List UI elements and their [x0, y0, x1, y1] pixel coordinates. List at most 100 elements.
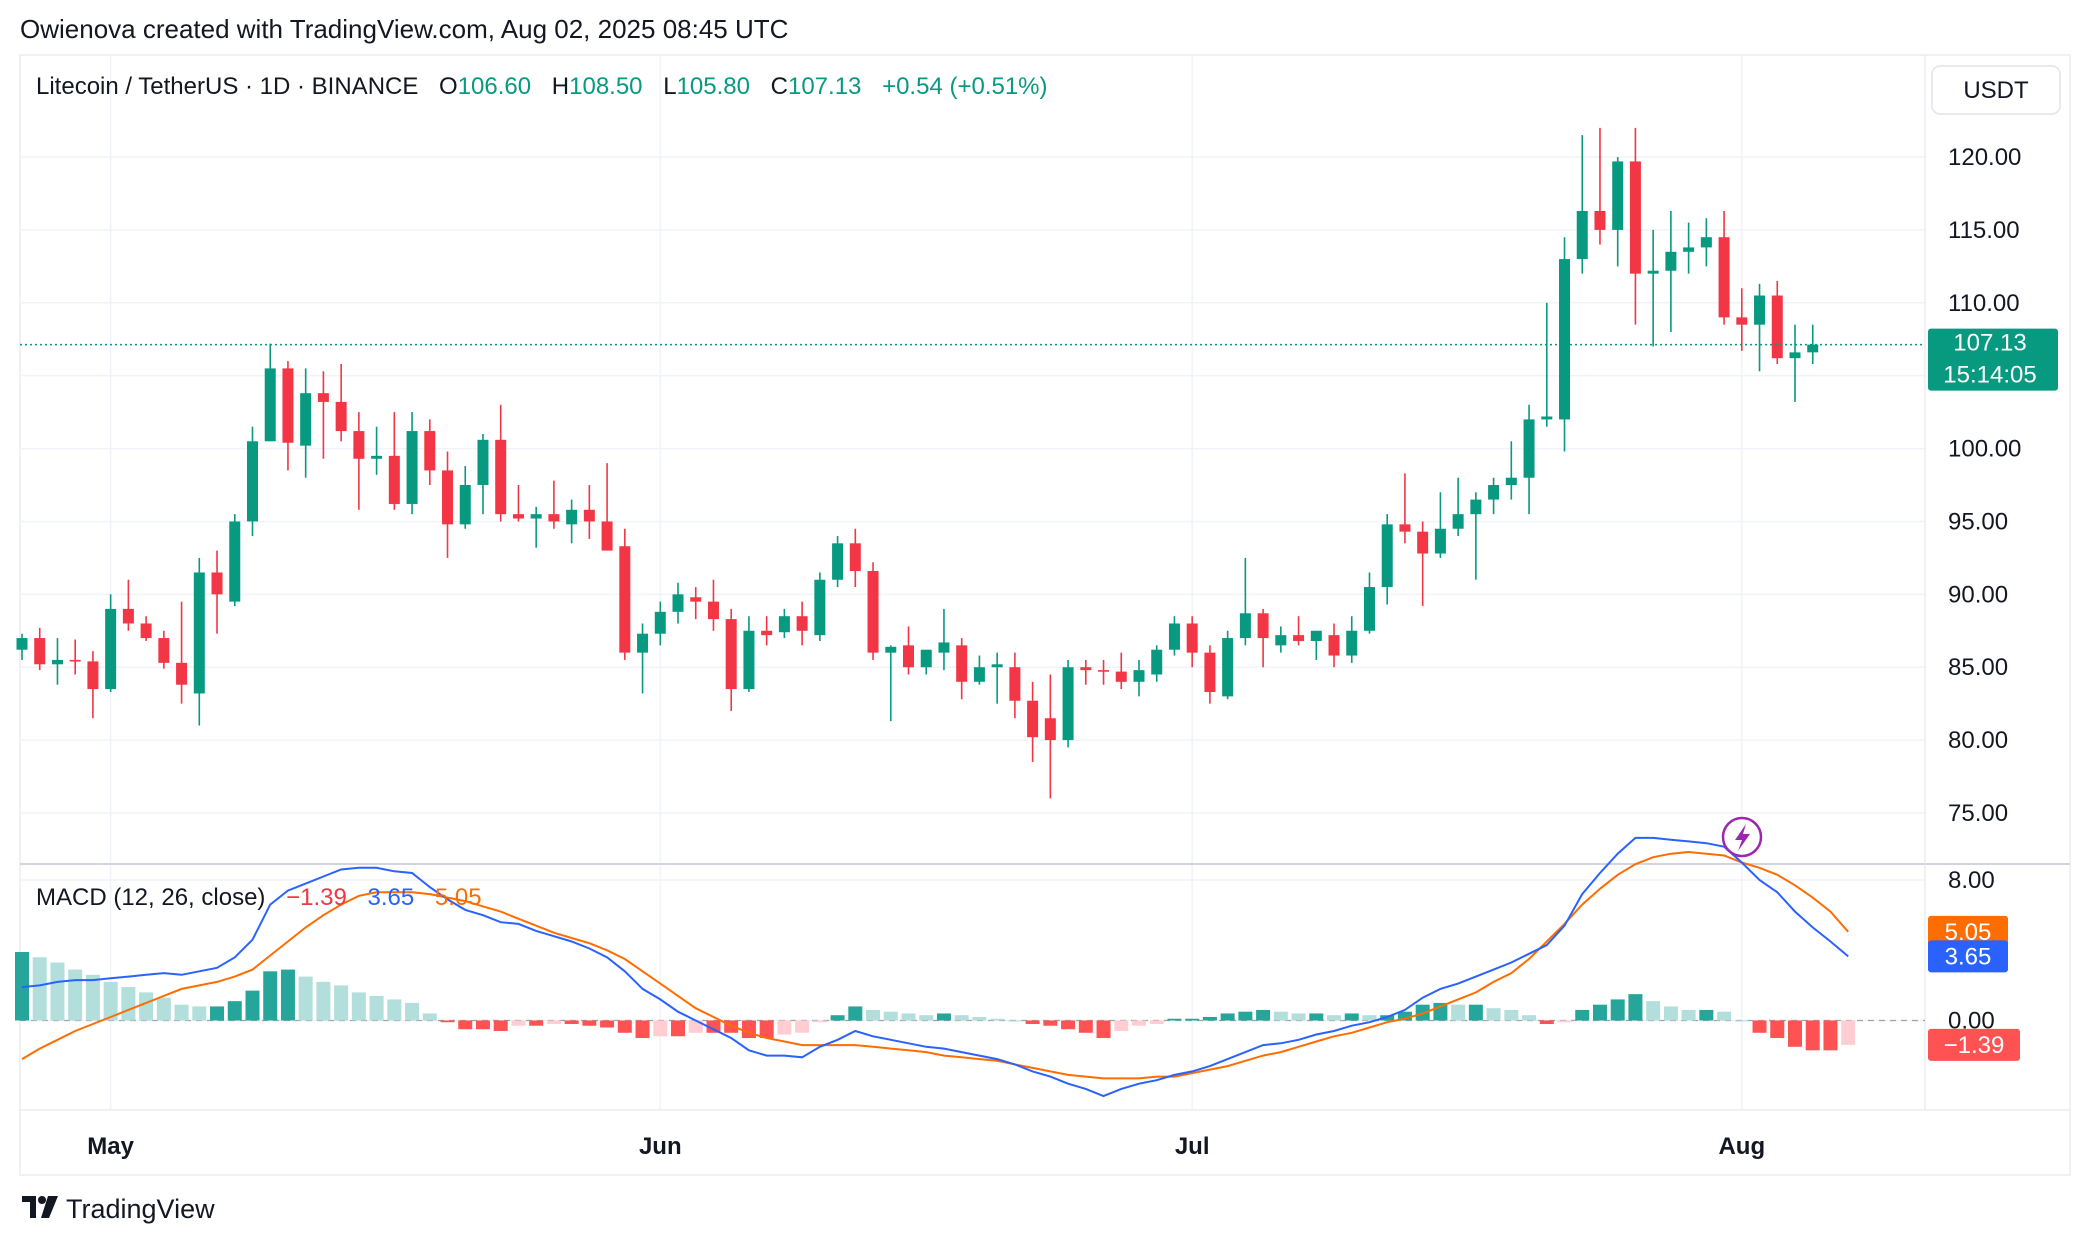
histogram-bar — [121, 987, 136, 1021]
candle-down — [1027, 681, 1039, 762]
candle-body — [1807, 344, 1819, 353]
candle-down — [761, 616, 773, 646]
histogram-bar — [1043, 1020, 1058, 1026]
histogram-bar — [1468, 1004, 1483, 1021]
candle-up — [832, 536, 844, 588]
candle-down — [512, 485, 524, 522]
candle-body — [1452, 514, 1464, 529]
histogram-bar — [1717, 1011, 1732, 1021]
tradingview-logo[interactable]: TradingView — [22, 1194, 215, 1224]
candle-body — [459, 485, 471, 525]
candle-up — [1612, 157, 1624, 267]
candle-body — [1080, 667, 1092, 671]
histogram-bar — [1522, 1015, 1537, 1021]
lightning-icon[interactable] — [1721, 816, 1763, 858]
candle-body — [105, 608, 117, 690]
price-tick-label: 95.00 — [1948, 508, 2008, 535]
histogram-bar — [1096, 1020, 1111, 1039]
candle-body — [920, 649, 932, 668]
histogram-bar — [1575, 1009, 1590, 1021]
candle-down — [867, 562, 879, 660]
candle-down — [725, 608, 737, 711]
candle-body — [353, 431, 365, 459]
histogram-bar — [1167, 1018, 1182, 1021]
histogram-bar — [795, 1020, 810, 1033]
histogram-bar — [1841, 1020, 1856, 1045]
histogram-bar — [1805, 1020, 1820, 1051]
candle-body — [477, 439, 489, 486]
price-tick-label: 80.00 — [1948, 727, 2008, 754]
candle-down — [707, 579, 719, 631]
histogram-bar — [369, 995, 384, 1021]
candle-down — [388, 412, 400, 510]
high-label: H — [552, 73, 569, 100]
candle-body — [1470, 499, 1482, 515]
histogram-bar — [1451, 1004, 1466, 1021]
time-tick-label: Jun — [639, 1133, 682, 1160]
candle-down — [495, 404, 507, 522]
candle-body — [51, 659, 63, 665]
candle-up — [885, 645, 897, 722]
candle-down — [424, 419, 436, 486]
time-scale[interactable]: May Jun Jul Aug — [87, 1133, 1765, 1160]
candle-body — [176, 662, 188, 685]
histogram-bar — [883, 1011, 898, 1021]
candle-body — [1204, 652, 1216, 692]
histogram-bar — [1592, 1004, 1607, 1021]
histogram-bar — [32, 957, 47, 1021]
candle-body — [1009, 667, 1021, 701]
histogram-bar — [653, 1020, 668, 1037]
candle-body — [442, 470, 454, 525]
price-tick-label: 100.00 — [1948, 436, 2021, 463]
candle-body — [1434, 528, 1446, 554]
candle-up — [1151, 645, 1163, 682]
candle-down — [1044, 674, 1056, 799]
candle-body — [1559, 259, 1571, 420]
time-grid — [109, 55, 1743, 1110]
candle-up — [938, 608, 950, 671]
histogram-bar — [387, 999, 402, 1021]
candle-down — [317, 371, 329, 459]
candle-body — [885, 646, 897, 653]
macd-legend: MACD (12, 26, close) −1.39 3.65 5.05 — [36, 884, 482, 911]
candle-up — [51, 638, 63, 685]
candle-down — [1009, 652, 1021, 719]
macd-hist-value: −1.39 — [286, 884, 347, 911]
candle-body — [1027, 700, 1039, 738]
macd-tag-text: 3.65 — [1945, 943, 1992, 970]
histogram-bar — [529, 1020, 544, 1026]
candle-up — [1434, 492, 1446, 558]
candle-body — [317, 393, 329, 402]
currency-button[interactable]: USDT — [1931, 65, 2061, 115]
price-tick-label: 85.00 — [1948, 654, 2008, 681]
candle-up — [672, 582, 684, 624]
candle-body — [725, 619, 737, 690]
candle-body — [1168, 623, 1180, 650]
histogram-bar — [263, 971, 278, 1021]
candle-body — [1186, 623, 1198, 653]
histogram-bar — [812, 1020, 827, 1023]
close-label: C — [771, 73, 788, 100]
candle-body — [193, 572, 205, 694]
candle-body — [229, 521, 241, 602]
candle-body — [1576, 210, 1588, 260]
candle-body — [548, 514, 560, 522]
candle-body — [388, 455, 400, 504]
histogram-bar — [493, 1020, 508, 1032]
candle-up — [566, 499, 578, 544]
price-tick-label: 110.00 — [1948, 290, 2020, 317]
high-value: 108.50 — [569, 73, 642, 100]
histogram-bar — [475, 1020, 490, 1030]
candles — [16, 127, 1819, 799]
candle-up — [477, 433, 489, 515]
candle-body — [1044, 718, 1056, 741]
histogram-bar — [617, 1020, 632, 1033]
candle-body — [654, 611, 666, 634]
candle-up — [406, 412, 418, 515]
candle-up — [371, 426, 383, 475]
time-tick-label: May — [87, 1133, 134, 1160]
histogram-bar — [1823, 1020, 1838, 1051]
histogram-bar — [1256, 1009, 1271, 1021]
candle-body — [1151, 649, 1163, 675]
